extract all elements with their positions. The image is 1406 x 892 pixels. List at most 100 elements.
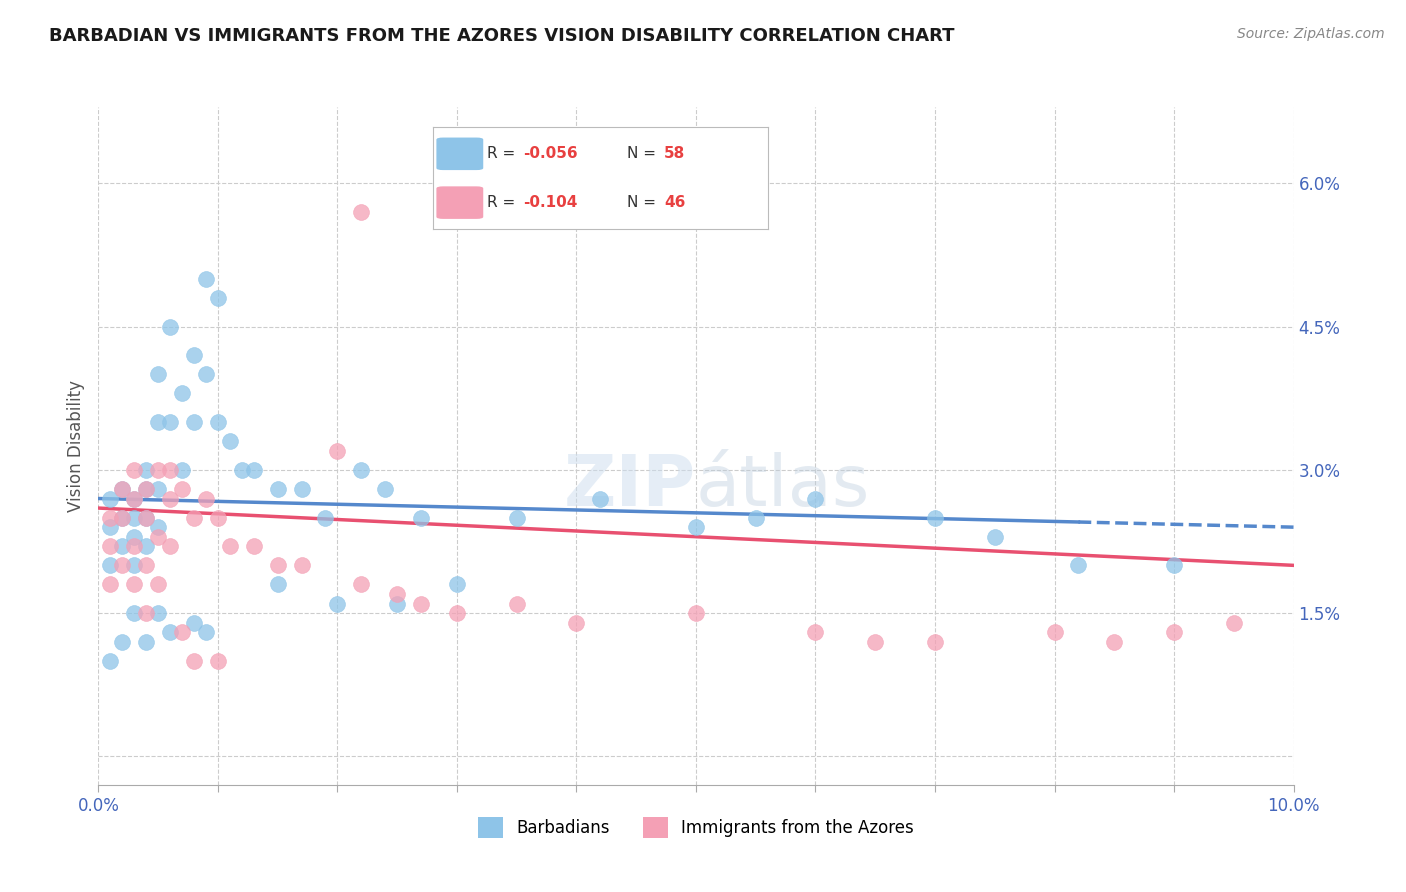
Point [159, 625, 181, 640]
Point [243, 539, 266, 553]
Point [159, 539, 181, 553]
Point [111, 510, 134, 524]
Point [326, 597, 349, 611]
Point [124, 491, 146, 506]
Point [135, 606, 157, 620]
Point [172, 386, 194, 401]
Point [98, 520, 122, 534]
Point [172, 482, 194, 496]
Point [183, 615, 205, 630]
Point [135, 634, 157, 648]
Point [984, 530, 1007, 544]
Point [350, 463, 373, 477]
Point [148, 530, 170, 544]
Point [159, 319, 181, 334]
Text: BARBADIAN VS IMMIGRANTS FROM THE AZORES VISION DISABILITY CORRELATION CHART: BARBADIAN VS IMMIGRANTS FROM THE AZORES … [49, 27, 955, 45]
Point [135, 510, 157, 524]
Point [183, 510, 205, 524]
Point [411, 510, 433, 524]
Point [148, 463, 170, 477]
Point [745, 510, 768, 524]
Point [159, 463, 181, 477]
Point [124, 530, 146, 544]
Point [207, 291, 229, 305]
Point [374, 482, 396, 496]
Point [1163, 625, 1185, 640]
Point [195, 625, 218, 640]
Point [291, 558, 314, 573]
Point [124, 463, 146, 477]
Point [1163, 558, 1185, 573]
Point [195, 272, 218, 286]
Point [243, 463, 266, 477]
Point [326, 443, 349, 458]
Point [98, 491, 122, 506]
Point [385, 587, 409, 601]
Point [350, 577, 373, 591]
Point [148, 577, 170, 591]
Point [231, 463, 253, 477]
Point [111, 558, 134, 573]
Point [291, 482, 314, 496]
Point [1067, 558, 1090, 573]
Point [589, 491, 612, 506]
Point [267, 558, 290, 573]
Y-axis label: Vision Disability: Vision Disability [66, 380, 84, 512]
Point [183, 654, 205, 668]
Point [219, 539, 242, 553]
Point [148, 415, 170, 429]
Point [315, 510, 337, 524]
Point [685, 520, 707, 534]
Point [1104, 634, 1126, 648]
Point [565, 615, 588, 630]
Point [804, 625, 827, 640]
Point [195, 491, 218, 506]
Point [385, 597, 409, 611]
Point [98, 539, 122, 553]
Point [148, 482, 170, 496]
Point [267, 482, 290, 496]
Point [124, 510, 146, 524]
Point [124, 491, 146, 506]
Point [124, 539, 146, 553]
Point [148, 368, 170, 382]
Point [924, 510, 946, 524]
Point [207, 654, 229, 668]
Point [135, 510, 157, 524]
Point [124, 558, 146, 573]
Point [183, 415, 205, 429]
Point [446, 577, 468, 591]
Point [1043, 625, 1066, 640]
Point [111, 510, 134, 524]
Point [159, 491, 181, 506]
Point [924, 634, 946, 648]
Point [207, 510, 229, 524]
Legend: Barbadians, Immigrants from the Azores: Barbadians, Immigrants from the Azores [471, 811, 921, 845]
Point [111, 482, 134, 496]
Point [865, 634, 887, 648]
Point [98, 510, 122, 524]
Point [506, 510, 529, 524]
Point [1223, 615, 1246, 630]
Point [98, 577, 122, 591]
Point [135, 539, 157, 553]
Point [135, 482, 157, 496]
Point [350, 205, 373, 219]
Point [148, 606, 170, 620]
Point [111, 539, 134, 553]
Text: ZIP: ZIP [564, 452, 696, 521]
Text: átlas: átlas [696, 452, 870, 521]
Point [195, 368, 218, 382]
Point [111, 634, 134, 648]
Point [506, 597, 529, 611]
Point [135, 558, 157, 573]
Point [111, 482, 134, 496]
Point [135, 482, 157, 496]
Point [172, 625, 194, 640]
Point [135, 463, 157, 477]
Point [207, 415, 229, 429]
Point [804, 491, 827, 506]
Point [159, 415, 181, 429]
Point [446, 606, 468, 620]
Point [124, 606, 146, 620]
